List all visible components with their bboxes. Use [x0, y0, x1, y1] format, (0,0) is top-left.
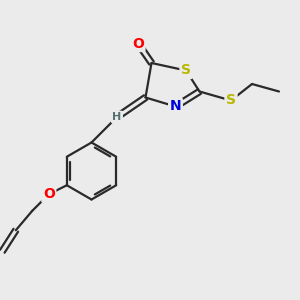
Text: O: O: [132, 37, 144, 50]
Text: O: O: [43, 187, 55, 201]
Text: H: H: [112, 112, 122, 122]
Text: N: N: [170, 100, 181, 113]
Text: S: S: [226, 94, 236, 107]
Text: S: S: [181, 64, 191, 77]
